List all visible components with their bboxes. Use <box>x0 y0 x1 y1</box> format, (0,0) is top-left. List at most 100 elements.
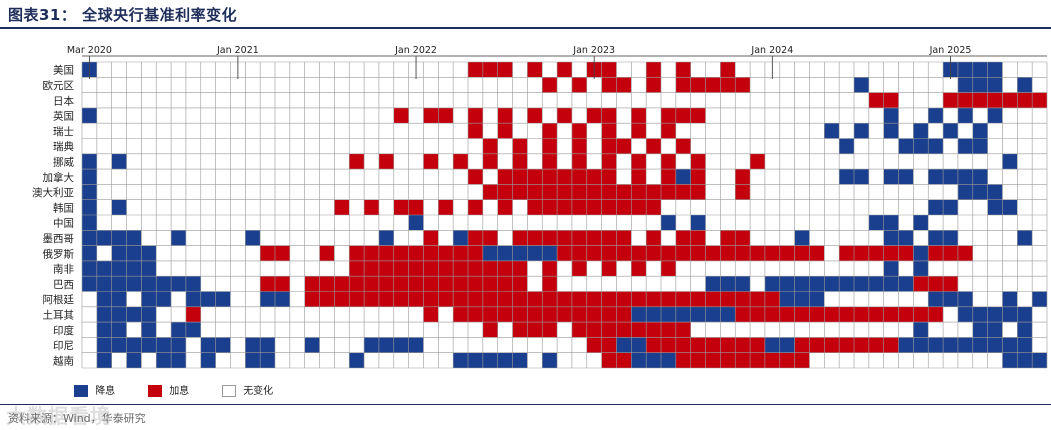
heatmap-cell-cut <box>809 276 825 292</box>
heatmap-cell-cut <box>185 291 201 307</box>
heatmap-cell-hike <box>438 245 454 261</box>
heatmap-cell-hike <box>482 260 498 277</box>
heatmap-cell-cut <box>82 107 97 124</box>
heatmap-cell-hike <box>913 276 929 292</box>
heatmap-cell-hike <box>334 291 350 307</box>
heatmap-cell-cut <box>126 352 142 368</box>
heatmap-cell-hike <box>512 184 528 200</box>
heatmap-cell-hike <box>527 291 543 307</box>
heatmap-cell-hike <box>557 199 572 215</box>
heatmap-cell-cut <box>972 184 988 200</box>
heatmap-cell-hike <box>423 276 439 292</box>
heatmap-cell-hike <box>512 138 528 154</box>
heatmap-cell-hike <box>913 306 929 323</box>
heatmap-cell-cut <box>171 352 186 368</box>
heatmap-cell-hike <box>334 276 350 292</box>
heatmap-cell-hike <box>319 291 335 307</box>
heatmap-cell-hike <box>438 291 454 307</box>
heatmap-cell-hike <box>809 337 825 353</box>
heatmap-cell-cut <box>794 291 810 307</box>
heatmap-cell-hike <box>631 123 647 139</box>
heatmap-cell-hike <box>364 291 379 307</box>
heatmap-cell-hike <box>542 230 558 246</box>
heatmap-cell-hike <box>527 230 543 246</box>
source-note: 资料来源：Wind，华泰研究 <box>8 412 146 425</box>
heatmap-cell-hike <box>557 62 572 78</box>
heatmap-cell-hike <box>779 245 795 261</box>
heatmap-cell-hike <box>661 291 676 307</box>
heatmap-cell-hike <box>735 306 751 323</box>
heatmap-cell-cut <box>1002 153 1018 170</box>
heatmap-cell-hike <box>453 153 468 170</box>
heatmap-cell-cut <box>705 306 721 323</box>
heatmap-cell-hike <box>423 291 439 307</box>
heatmap-cell-hike <box>542 169 558 185</box>
heatmap-cell-hike <box>571 184 587 200</box>
row-label: 韩国 <box>53 201 74 214</box>
heatmap-cell-cut <box>913 322 929 338</box>
heatmap-cell-hike <box>601 291 617 307</box>
row-label: 印度 <box>53 324 74 337</box>
heatmap-cell-hike <box>438 199 454 215</box>
heatmap-cell-cut <box>883 169 899 185</box>
heatmap-cell-cut <box>171 276 186 292</box>
heatmap-cell-hike <box>675 107 691 124</box>
heatmap-cell-hike <box>616 291 632 307</box>
heatmap-cell-hike <box>928 245 944 261</box>
heatmap-cell-hike <box>601 107 617 124</box>
heatmap-cell-hike <box>631 260 647 277</box>
heatmap-cell-hike <box>631 169 647 185</box>
heatmap-cell-hike <box>557 169 572 185</box>
heatmap-cell-hike <box>453 260 468 277</box>
heatmap-cell-cut <box>156 291 172 307</box>
heatmap-cell-hike <box>720 352 736 368</box>
row-label: 澳大利亚 <box>32 186 74 199</box>
heatmap-cell-hike <box>690 352 706 368</box>
heatmap-cell-hike <box>542 322 558 338</box>
heatmap-cell-hike <box>527 306 543 323</box>
heatmap-cell-cut <box>111 306 127 323</box>
heatmap-cell-cut <box>141 260 157 277</box>
legend-cut: 降息 <box>74 382 115 397</box>
heatmap-cell-hike <box>497 107 513 124</box>
heatmap-cell-cut <box>349 352 365 368</box>
x-tick-label: Jan 2021 <box>216 45 259 56</box>
heatmap-cell-cut <box>512 245 528 261</box>
heatmap-cell-hike <box>557 291 572 307</box>
heatmap-cell-hike <box>720 245 736 261</box>
heatmap-cell-hike <box>571 123 587 139</box>
heatmap-cell-hike <box>512 291 528 307</box>
heatmap-cell-hike <box>661 322 676 338</box>
heatmap-cell-cut <box>171 230 186 246</box>
heatmap-cell-hike <box>527 107 543 124</box>
heatmap-cell-hike <box>319 245 335 261</box>
heatmap-cell-hike <box>675 138 691 154</box>
heatmap-cell-hike <box>675 291 691 307</box>
heatmap-cell-cut <box>794 276 810 292</box>
heatmap-cell-hike <box>586 107 602 124</box>
heatmap-cell-cut <box>898 169 914 185</box>
heatmap-cell-hike <box>275 276 290 292</box>
heatmap-cell-hike <box>735 184 751 200</box>
heatmap-cell-hike <box>601 230 617 246</box>
heatmap-cell-hike <box>750 291 765 307</box>
heatmap-cell-hike <box>764 245 780 261</box>
heatmap-cell-cut <box>1002 291 1018 307</box>
heatmap-cell-hike <box>586 245 602 261</box>
heatmap-cell-hike <box>616 138 632 154</box>
heatmap-cell-cut <box>185 276 201 292</box>
heatmap-cell-hike <box>482 230 498 246</box>
heatmap-cell-hike <box>601 322 617 338</box>
heatmap-cell-hike <box>423 230 439 246</box>
heatmap-cell-cut <box>957 291 973 307</box>
heatmap-cell-cut <box>943 199 958 215</box>
heatmap-cell-hike <box>497 62 513 78</box>
heatmap-cell-cut <box>156 337 172 353</box>
heatmap-cell-cut <box>943 230 958 246</box>
heatmap-cell-hike <box>735 77 751 93</box>
heatmap-cell-hike <box>868 337 884 353</box>
heatmap-cell-hike <box>497 184 513 200</box>
heatmap-cell-cut <box>156 276 172 292</box>
row-label: 日本 <box>53 94 74 107</box>
heatmap-cell-cut <box>111 291 127 307</box>
